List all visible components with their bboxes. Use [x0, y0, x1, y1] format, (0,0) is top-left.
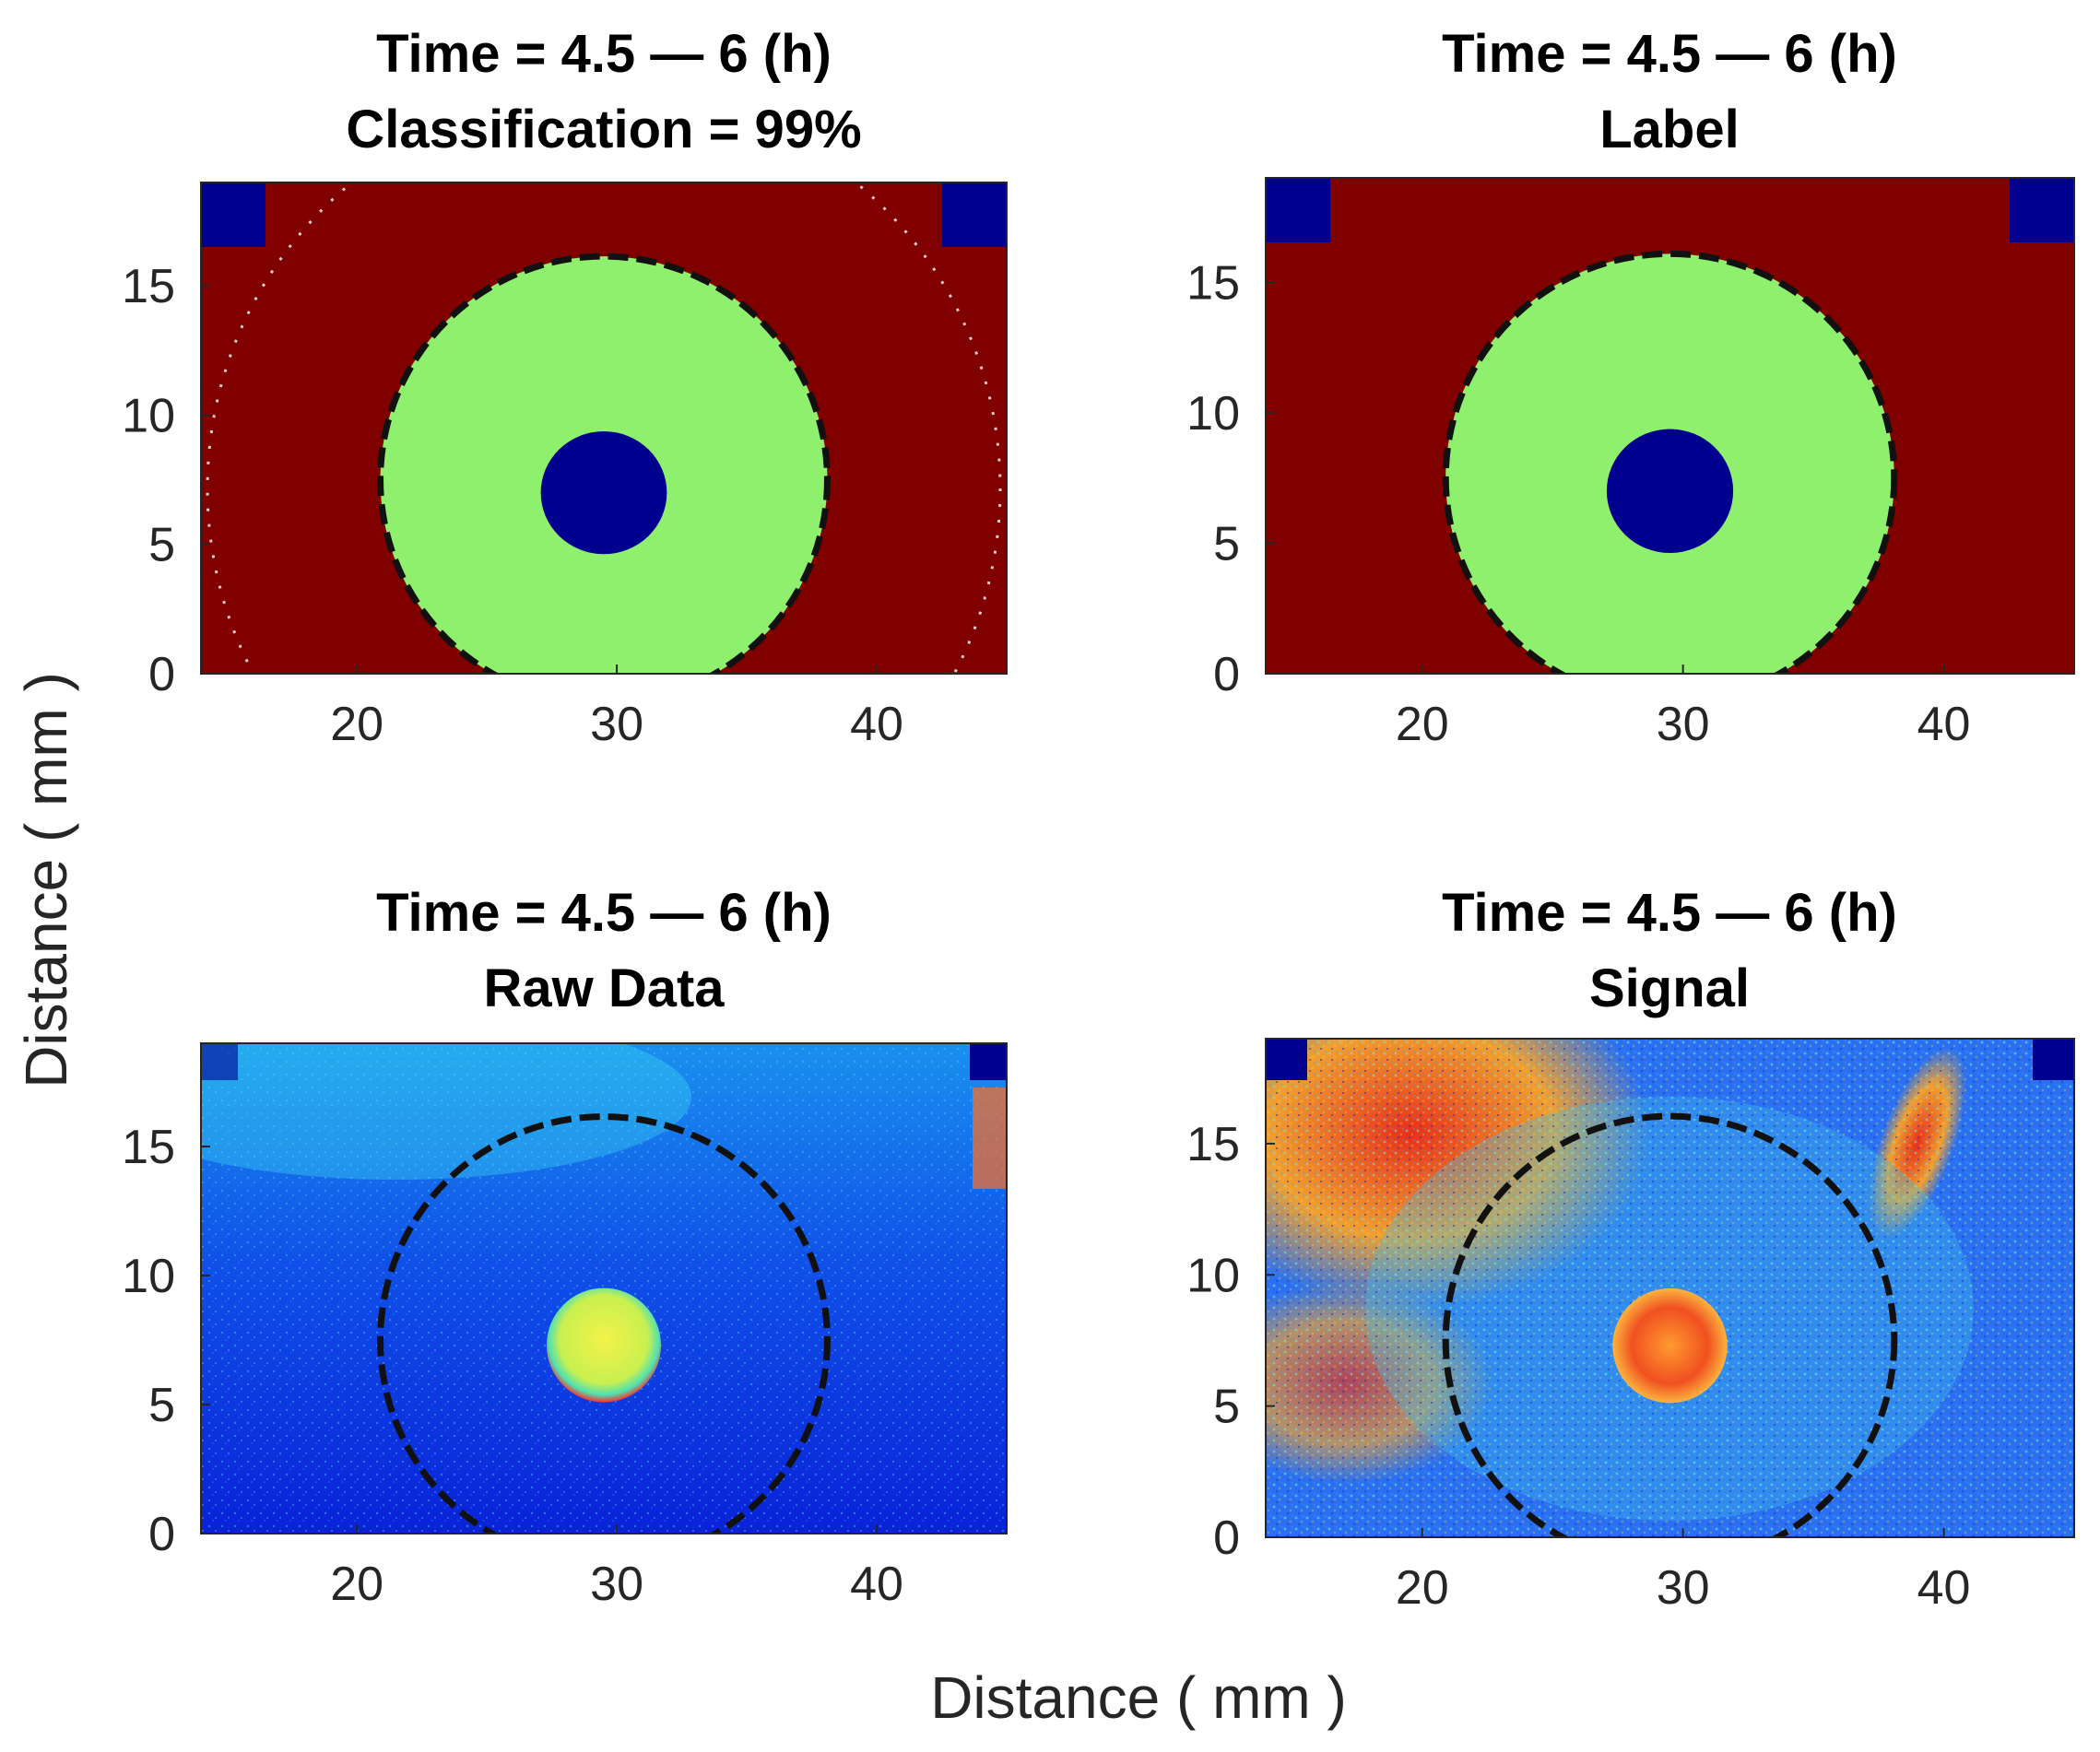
y-tick-label: 0 [1213, 1511, 1240, 1565]
y-tick-label: 10 [1186, 387, 1240, 441]
inner-core-region [1606, 429, 1734, 554]
sector-boundary [206, 182, 1002, 674]
axes-frame [1265, 177, 2075, 675]
corner-region-left [1266, 1039, 1307, 1080]
y-tick-label: 10 [122, 1250, 175, 1303]
heatmap-image [1266, 1039, 2074, 1537]
inner-core-region [540, 431, 667, 555]
x-tick-label: 40 [1917, 1561, 1971, 1615]
axes-ticks: 20 30 40 0 5 10 15 [1186, 256, 1970, 751]
corner-region-left [201, 182, 265, 247]
axes-frame [200, 182, 1008, 675]
y-tick-label: 5 [1213, 517, 1240, 570]
hot-spot [1612, 1288, 1728, 1404]
axes-frame [1265, 1038, 2075, 1538]
y-tick-label: 5 [148, 1379, 175, 1432]
axes-ticks: 20 30 40 0 5 10 15 [122, 1121, 903, 1611]
x-tick-label: 30 [1657, 698, 1710, 751]
heatmap-image [201, 1043, 1007, 1534]
x-tick-label: 30 [590, 698, 643, 751]
panel-label: Time = 4.5 — 6 (h) Label 20 30 40 0 5 10 15 [1186, 24, 2075, 751]
heatmap-image [1266, 178, 2074, 674]
dashed-outline [377, 1113, 831, 1534]
panel-title-line1: Time = 4.5 — 6 (h) [376, 883, 832, 943]
x-tick-label: 20 [330, 698, 383, 751]
y-tick-label: 15 [122, 260, 175, 313]
y-tick-label: 0 [1213, 648, 1240, 701]
y-tick-label: 5 [148, 519, 175, 572]
panel-title-line1: Time = 4.5 — 6 (h) [376, 24, 832, 84]
noise-texture [1266, 1039, 2074, 1537]
x-tick-label: 30 [1657, 1561, 1710, 1615]
axes-frame [200, 1042, 1008, 1534]
heatmap-image [201, 182, 1007, 674]
y-tick-label: 5 [1213, 1381, 1240, 1434]
panel-title-line1: Time = 4.5 — 6 (h) [1442, 24, 1897, 84]
edge-hot-streak [973, 1088, 1007, 1189]
y-tick-label: 15 [1186, 1118, 1240, 1171]
dashed-outline [377, 253, 831, 674]
x-tick-label: 20 [330, 1558, 383, 1611]
axes-ticks: 20 30 40 0 5 10 15 [122, 260, 903, 751]
y-tick-label: 15 [122, 1121, 175, 1174]
corner-region-left [201, 1043, 238, 1080]
x-tick-label: 20 [1396, 1561, 1449, 1615]
panel-raw-data: Time = 4.5 — 6 (h) Raw Data 20 30 40 0 5 10 15 [122, 883, 1008, 1611]
x-tick-label: 40 [850, 698, 903, 751]
corner-region-left [1266, 178, 1330, 242]
x-tick-label: 40 [1917, 698, 1971, 751]
y-tick-label: 0 [148, 648, 175, 701]
panel-title-line1: Time = 4.5 — 6 (h) [1442, 883, 1897, 943]
corner-region-right [970, 1043, 1007, 1080]
panel-title-line2: Classification = 99% [346, 100, 861, 159]
panel-signal: Time = 4.5 — 6 (h) Signal 20 30 40 0 5 10 15 [1186, 883, 2075, 1615]
x-tick-label: 40 [850, 1558, 903, 1611]
hot-spot [546, 1288, 662, 1403]
x-tick-label: 30 [590, 1558, 643, 1611]
y-tick-label: 15 [1186, 256, 1240, 310]
y-tick-label: 0 [148, 1508, 175, 1561]
corner-region-right [942, 182, 1007, 247]
panel-title-line2: Raw Data [483, 958, 725, 1018]
bright-swirl [201, 1043, 691, 1180]
corner-region-right [2010, 178, 2074, 242]
y-tick-label: 10 [1186, 1249, 1240, 1302]
dashed-outline [1442, 1112, 1898, 1537]
panel-title-line2: Signal [1589, 958, 1750, 1018]
dashed-outline [1442, 250, 1898, 674]
x-tick-label: 20 [1396, 698, 1449, 751]
panel-title-line2: Label [1599, 100, 1740, 159]
axes-ticks: 20 30 40 0 5 10 15 [1186, 1118, 1970, 1615]
corner-region-right [2033, 1039, 2074, 1080]
x-axis-label: Distance ( mm ) [930, 1664, 1347, 1731]
y-axis-label: Distance ( mm ) [13, 672, 79, 1088]
panel-classification: Time = 4.5 — 6 (h) Classification = 99% … [122, 24, 1008, 751]
y-tick-label: 10 [122, 389, 175, 442]
